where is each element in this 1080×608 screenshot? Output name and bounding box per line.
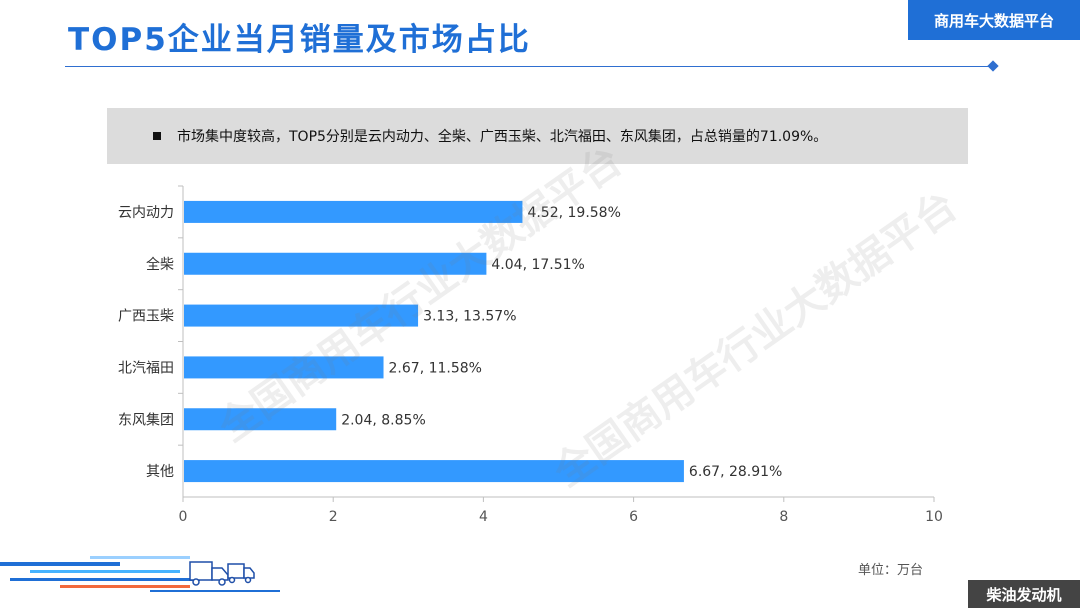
- brand-badge: 商用车大数据平台: [908, 0, 1080, 40]
- page-title: TOP5企业当月销量及市场占比: [68, 22, 531, 58]
- x-tick-label: 6: [629, 509, 638, 525]
- x-tick-label: 4: [479, 509, 488, 525]
- category-tag: 柴油发动机: [968, 580, 1080, 608]
- bar: [184, 460, 684, 483]
- y-tick-label: 广西玉柴: [118, 309, 174, 325]
- y-tick-label: 北汽福田: [118, 360, 174, 376]
- data-label: 3.13, 13.57%: [423, 309, 516, 325]
- title-divider: [65, 66, 993, 67]
- x-tick-label: 10: [925, 509, 943, 525]
- y-tick-label: 其他: [146, 464, 174, 480]
- bar: [184, 304, 419, 327]
- bar: [184, 356, 384, 379]
- summary-text: 市场集中度较高，TOP5分别是云内动力、全柴、广西玉柴、北汽福田、东风集团，占总…: [177, 129, 828, 145]
- bullet-square-icon: [153, 132, 161, 140]
- data-label: 2.04, 8.85%: [341, 412, 426, 428]
- y-tick-label: 全柴: [146, 256, 174, 273]
- bar: [184, 252, 487, 275]
- trucks-decoration-icon: [0, 556, 280, 592]
- data-label: 6.67, 28.91%: [689, 464, 782, 480]
- speed-lines-icon: [0, 556, 280, 592]
- bar: [184, 408, 337, 431]
- unit-label: 单位：万台: [858, 563, 924, 578]
- y-tick-label: 云内动力: [118, 205, 174, 221]
- data-label: 4.04, 17.51%: [491, 257, 584, 273]
- y-tick-label: 东风集团: [118, 411, 174, 428]
- data-label: 2.67, 11.58%: [389, 360, 482, 376]
- x-tick-label: 2: [329, 509, 338, 525]
- summary-box: 市场集中度较高，TOP5分别是云内动力、全柴、广西玉柴、北汽福田、东风集团，占总…: [107, 108, 968, 164]
- x-tick-label: 8: [779, 509, 788, 525]
- x-tick-label: 0: [179, 509, 188, 525]
- data-label: 4.52, 19.58%: [527, 205, 620, 221]
- bar: [184, 200, 523, 223]
- truck-icon: [189, 561, 255, 586]
